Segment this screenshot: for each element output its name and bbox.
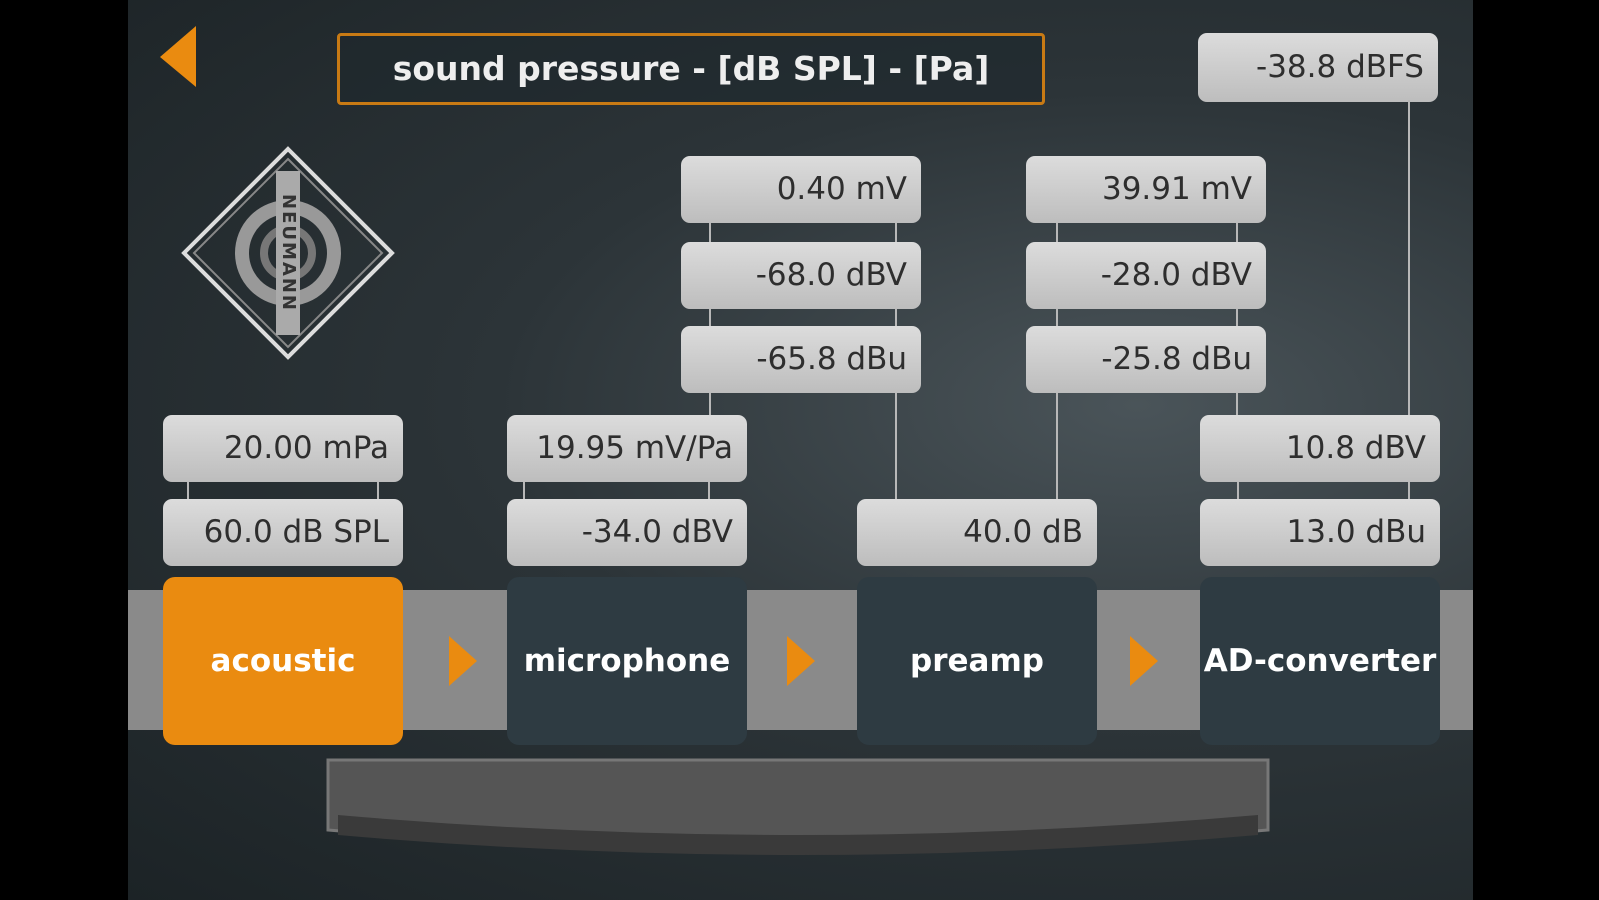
back-arrow[interactable] <box>160 26 196 87</box>
connector <box>377 480 379 502</box>
output-box: -68.0 dBV <box>681 242 921 309</box>
dial-edge <box>338 815 1258 855</box>
value-box: 20.00 mPa <box>163 415 403 482</box>
connector <box>1408 100 1410 418</box>
value-box: 10.8 dBV <box>1200 415 1440 482</box>
logo: NEUMANN <box>181 146 395 360</box>
unit-selector[interactable]: sound pressure - [dB SPL] - [Pa] <box>337 33 1045 105</box>
connector <box>1408 480 1410 502</box>
flow-arrow <box>787 636 815 686</box>
output-box: -65.8 dBu <box>681 326 921 393</box>
output-box: 39.91 mV <box>1026 156 1266 223</box>
value-box: 60.0 dB SPL <box>163 499 403 566</box>
value-box: 19.95 mV/Pa <box>507 415 747 482</box>
stage-button[interactable]: preamp <box>857 577 1097 745</box>
flow-arrow <box>449 636 477 686</box>
connector <box>709 222 711 418</box>
stage-button[interactable]: AD-converter <box>1200 577 1440 745</box>
stage-button[interactable]: microphone <box>507 577 747 745</box>
value-box: 13.0 dBu <box>1200 499 1440 566</box>
screen: NEUMANN sound pressure - [dB SPL] - [Pa]… <box>128 0 1473 900</box>
stage-button[interactable]: acoustic <box>163 577 403 745</box>
connector <box>708 480 710 502</box>
connector <box>1236 222 1238 418</box>
value-box: -34.0 dBV <box>507 499 747 566</box>
output-box: 0.40 mV <box>681 156 921 223</box>
logo-text: NEUMANN <box>278 194 299 312</box>
connector <box>523 480 525 502</box>
value-box: 40.0 dB <box>857 499 1097 566</box>
dbfs-box: -38.8 dBFS <box>1198 33 1438 102</box>
connector <box>1237 480 1239 502</box>
output-box: -28.0 dBV <box>1026 242 1266 309</box>
connector <box>187 480 189 502</box>
flow-arrow <box>1130 636 1158 686</box>
output-box: -25.8 dBu <box>1026 326 1266 393</box>
